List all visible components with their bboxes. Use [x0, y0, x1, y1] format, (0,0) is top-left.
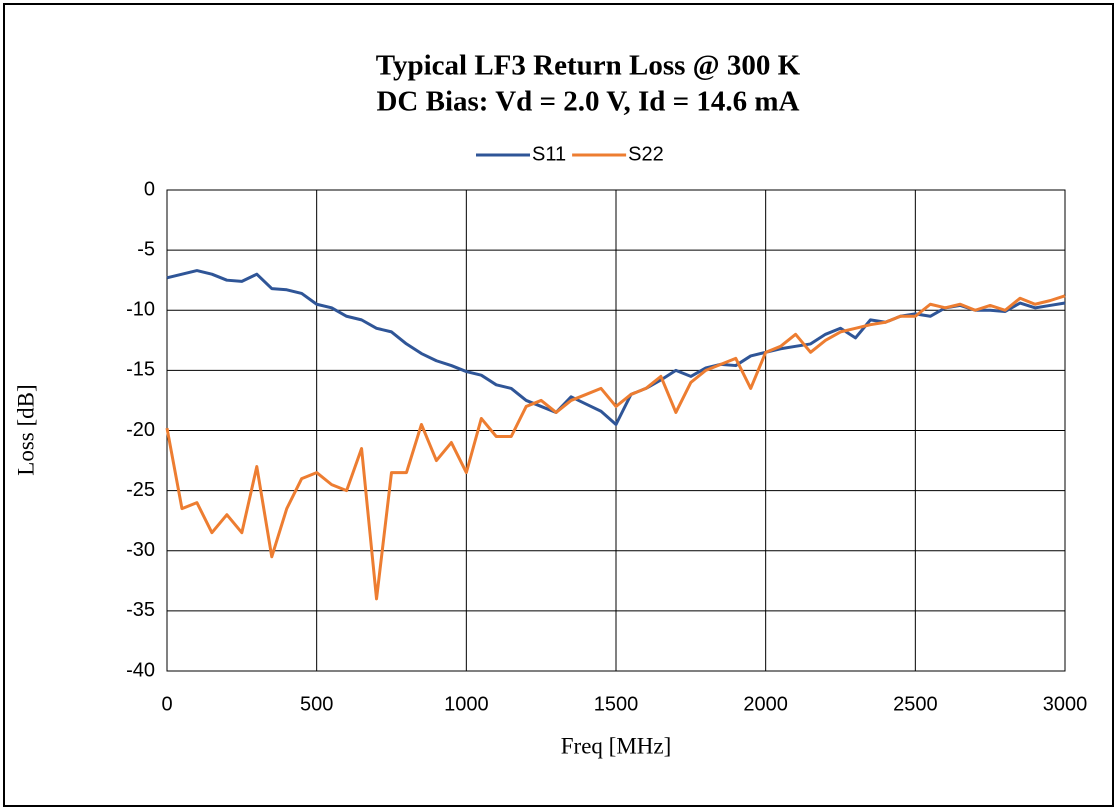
chart-frame: [3, 3, 1114, 807]
y-axis-label: Loss [dB]: [13, 384, 38, 475]
series-line: [166, 269, 1066, 426]
x-axis-label: Freq [MHz]: [561, 733, 672, 758]
series-line: [165, 294, 1066, 601]
x-tick-label: 0: [161, 693, 172, 715]
x-tick-label: 2500: [893, 693, 938, 715]
y-tick-label: 0: [144, 178, 155, 200]
y-tick-label: -40: [126, 659, 155, 681]
legend-label: S22: [628, 143, 664, 165]
x-tick-label: 3000: [1043, 693, 1088, 715]
chart-subtitle: DC Bias: Vd = 2.0 V, Id = 14.6 mA: [376, 86, 799, 118]
x-tick-label: 2000: [743, 693, 788, 715]
y-tick-label: -35: [126, 599, 155, 621]
y-tick-label: -25: [126, 479, 155, 501]
y-tick-label: -15: [126, 359, 155, 381]
y-tick-label: -30: [126, 539, 155, 561]
y-tick-label: -5: [137, 238, 155, 260]
y-tick-label: -20: [126, 419, 155, 441]
legend-label: S11: [532, 143, 566, 165]
x-tick-label: 1500: [594, 693, 639, 715]
chart-title: Typical LF3 Return Loss @ 300 K: [376, 50, 801, 82]
x-tick-label: 1000: [444, 693, 489, 715]
y-tick-label: -10: [126, 299, 155, 321]
x-tick-label: 500: [300, 693, 333, 715]
